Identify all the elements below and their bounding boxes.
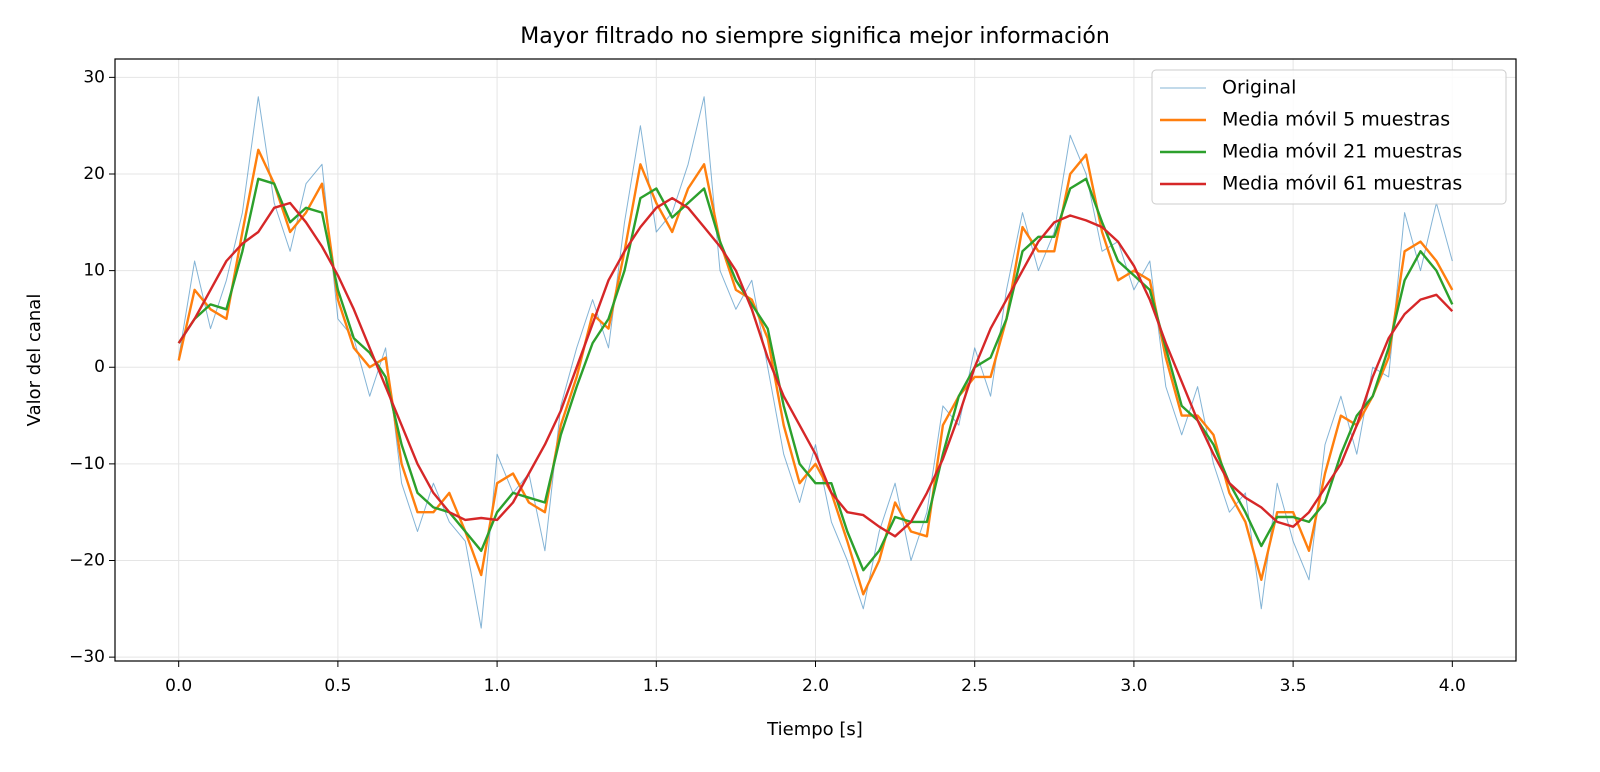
legend-label: Media móvil 21 muestras [1222, 141, 1462, 163]
x-tick-label: 2.5 [961, 676, 988, 696]
y-tick-label: −20 [69, 551, 105, 571]
legend-label: Original [1222, 77, 1296, 99]
y-tick-label: −30 [69, 647, 105, 667]
legend-label: Media móvil 61 muestras [1222, 173, 1462, 195]
x-tick-label: 0.0 [165, 676, 192, 696]
axes-frame [114, 58, 1517, 662]
legend: Original Media móvil 5 muestras Media móvi… [1151, 69, 1507, 205]
y-tick-label: 0 [94, 357, 105, 377]
x-tick-label: 4.0 [1439, 676, 1466, 696]
x-tick-label: 0.5 [324, 676, 351, 696]
series-line [177, 196, 1454, 538]
y-tick-label: −10 [69, 454, 105, 474]
y-tick-label: 30 [83, 67, 105, 87]
y-axis-label: Valor del canal [24, 294, 45, 427]
y-tick-label: 20 [83, 164, 105, 184]
x-axis-label: Tiempo [s] [766, 719, 863, 740]
x-tick-label: 2.0 [802, 676, 829, 696]
x-tick-label: 3.5 [1280, 676, 1307, 696]
legend-box [1151, 69, 1507, 205]
chart-title: Mayor filtrado no siempre significa mejo… [520, 24, 1110, 49]
series-line [177, 148, 1454, 596]
x-tick-label: 1.0 [484, 676, 511, 696]
y-tick-label: 10 [83, 261, 105, 281]
x-tick-label: 1.5 [643, 676, 670, 696]
legend-label: Media móvil 5 muestras [1222, 109, 1450, 131]
x-tick-label: 3.0 [1120, 676, 1147, 696]
